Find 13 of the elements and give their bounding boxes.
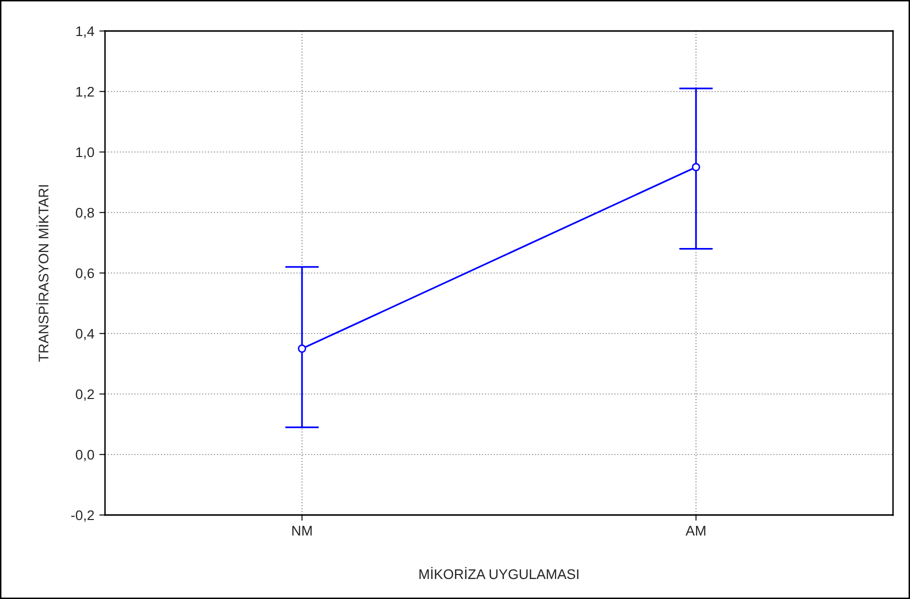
y-tick-label: 0,4 <box>76 328 94 340</box>
x-tick-label: AM <box>686 526 706 536</box>
y-tick-label: 0,0 <box>76 450 94 462</box>
y-axis-title: TRANSPİRASYON MİKTARI <box>36 185 48 362</box>
y-tick-label: 1,2 <box>76 86 94 98</box>
y-tick-label: 1,0 <box>76 147 94 159</box>
y-tick-label: -0,2 <box>71 510 94 522</box>
y-tick-label: 0,6 <box>76 268 94 280</box>
y-tick-label: 0,2 <box>76 389 94 401</box>
x-tick-label: NM <box>292 526 312 536</box>
y-tick-label: 0,8 <box>76 208 94 220</box>
y-tick-label: 1,4 <box>76 26 94 38</box>
x-axis-title: MİKORİZA UYGULAMASI <box>419 566 578 580</box>
